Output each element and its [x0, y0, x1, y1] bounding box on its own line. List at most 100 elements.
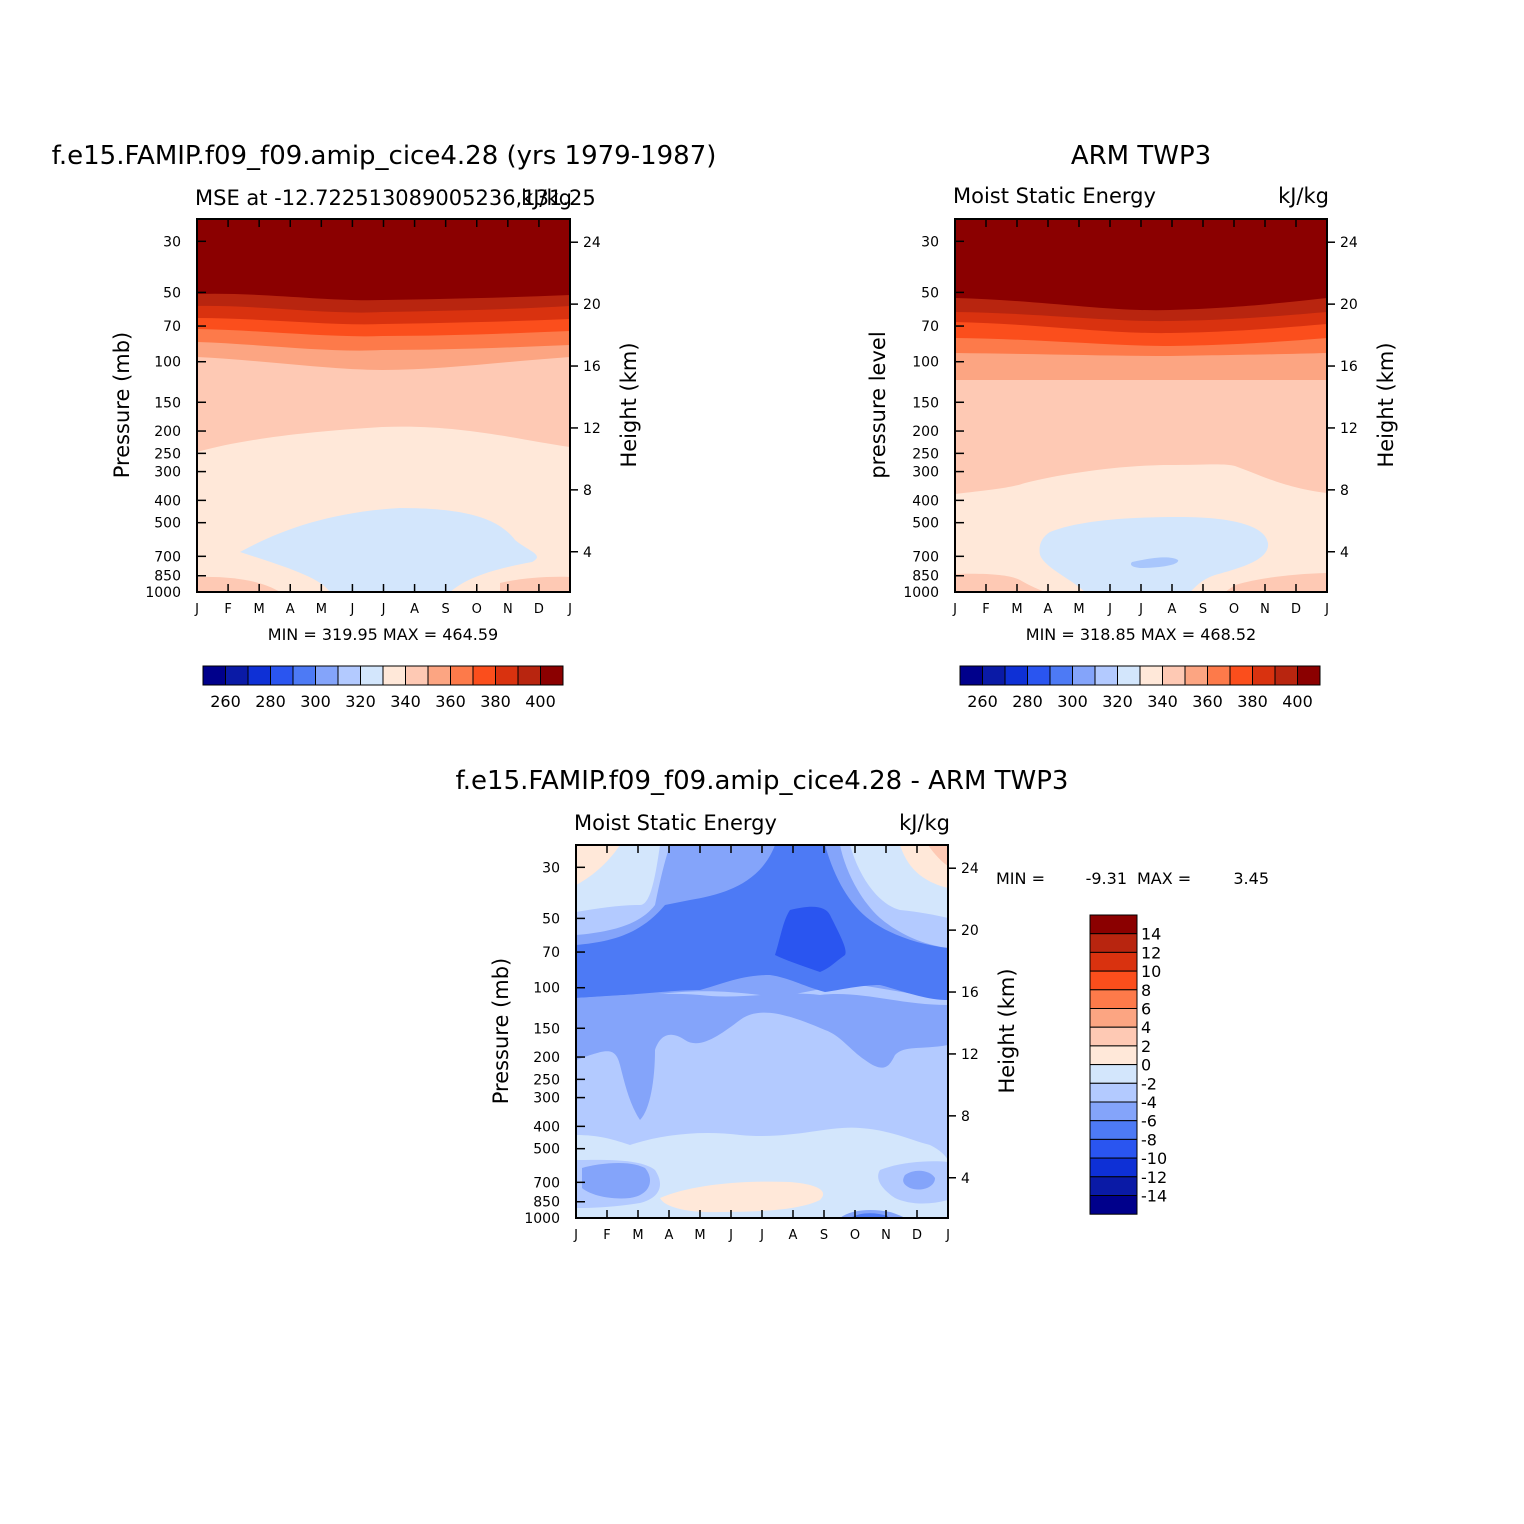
panel-diff-ylabel-right: Height (km)	[995, 968, 1019, 1093]
colorbar-label: 14	[1141, 925, 1161, 944]
colorbar-label: -10	[1141, 1149, 1167, 1168]
pressure-tick-label: 850	[533, 1195, 560, 1211]
colorbar-label: -8	[1141, 1130, 1157, 1149]
height-tick-label: 20	[961, 923, 979, 939]
colorbar-label: -6	[1141, 1112, 1157, 1131]
month-tick-label: N	[503, 602, 513, 617]
colorbar-label: 320	[1102, 692, 1133, 711]
panel-diff-units: kJ/kg	[899, 811, 950, 835]
panel-obs-subtitle: Moist Static Energy	[953, 184, 1156, 208]
pressure-tick-label: 700	[912, 549, 939, 565]
height-tick-label: 12	[961, 1047, 979, 1063]
month-tick-label: O	[850, 1228, 860, 1243]
height-tick-label: 24	[961, 861, 979, 877]
colorbar-label: 400	[1282, 692, 1313, 711]
month-tick-label: J	[349, 602, 354, 617]
colorbar-box	[270, 665, 294, 686]
height-tick-label: 12	[1340, 421, 1358, 437]
pressure-tick-label: 500	[912, 516, 939, 532]
month-tick-label: O	[1229, 602, 1239, 617]
pressure-tick-label: 850	[912, 569, 939, 585]
contour-band	[1225, 573, 1327, 592]
panel-obs-ylabel-right: Height (km)	[1374, 342, 1398, 467]
colorbar-label: 380	[1237, 692, 1268, 711]
colorbar-box	[1089, 1101, 1138, 1122]
pressure-tick-label: 850	[154, 569, 181, 585]
panel-diff: f.e15.FAMIP.f09_f09.amip_cice4.28 - ARM …	[456, 766, 1269, 1243]
colorbar-box	[1089, 1195, 1138, 1215]
panel-obs-units: kJ/kg	[1278, 184, 1329, 208]
colorbar-box	[1072, 665, 1096, 686]
panel-model-stats: MIN = 319.95 MAX = 464.59	[268, 625, 498, 644]
height-tick-label: 24	[583, 235, 601, 251]
height-tick-label: 8	[961, 1109, 970, 1125]
colorbar-label: -2	[1141, 1074, 1157, 1093]
pressure-tick-label: 500	[154, 516, 181, 532]
panel-model: f.e15.FAMIP.f09_f09.amip_cice4.28 (yrs 1…	[52, 141, 717, 711]
colorbar-label: 380	[480, 692, 511, 711]
month-tick-label: N	[881, 1228, 891, 1243]
colorbar-box	[1139, 665, 1163, 686]
month-tick-label: F	[224, 602, 231, 617]
colorbar-label: -12	[1141, 1168, 1167, 1187]
colorbar-box	[517, 665, 541, 686]
panel-obs-colorbar: 260 280 300 320 340 360 380 400	[959, 665, 1321, 711]
pressure-tick-label: 70	[542, 945, 560, 961]
colorbar-box	[1089, 1120, 1138, 1140]
colorbar-box	[225, 665, 249, 686]
colorbar-box	[405, 665, 429, 686]
colorbar-box	[1162, 665, 1186, 686]
month-tick-label: F	[982, 602, 989, 617]
colorbar-label: 10	[1141, 962, 1161, 981]
contour-band	[900, 845, 948, 888]
month-tick-label: A	[665, 1228, 674, 1243]
panel-model-units: kJ/kg	[521, 186, 572, 210]
colorbar-box	[1089, 914, 1138, 935]
colorbar-label: 0	[1141, 1056, 1151, 1075]
height-tick-label: 16	[1340, 359, 1358, 375]
panel-obs-title: ARM TWP3	[1071, 141, 1211, 171]
panel-diff-subtitle: Moist Static Energy	[574, 811, 777, 835]
month-tick-label: M	[316, 602, 327, 617]
height-tick-label: 8	[583, 483, 592, 499]
colorbar-box	[1089, 1064, 1138, 1084]
pressure-tick-label: 500	[533, 1142, 560, 1158]
colorbar-label: 280	[255, 692, 286, 711]
pressure-tick-label: 50	[542, 911, 560, 927]
height-tick-label: 4	[961, 1171, 970, 1187]
colorbar-label: 360	[1192, 692, 1223, 711]
contour-band	[775, 906, 846, 972]
month-tick-label: M	[1011, 602, 1022, 617]
colorbar-label: 320	[345, 692, 376, 711]
panel-obs-stats: MIN = 318.85 MAX = 468.52	[1026, 625, 1256, 644]
colorbar-box	[382, 665, 406, 686]
colorbar-box	[540, 665, 564, 686]
panel-diff-max-value: 3.45	[1233, 869, 1269, 888]
month-tick-label: D	[912, 1228, 922, 1243]
height-tick-label: 20	[1340, 297, 1358, 313]
pressure-tick-label: 250	[154, 446, 181, 462]
month-tick-label: J	[567, 602, 572, 617]
contour-band	[576, 845, 620, 885]
month-tick-label: A	[1168, 602, 1177, 617]
panel-diff-min-value: -9.31	[1086, 869, 1127, 888]
month-tick-label: J	[573, 1228, 578, 1243]
colorbar-label: 340	[390, 692, 421, 711]
colorbar-box	[450, 665, 474, 686]
pressure-tick-label: 150	[533, 1021, 560, 1037]
colorbar-box	[1117, 665, 1141, 686]
month-tick-label: J	[1138, 602, 1143, 617]
contour-band	[582, 1163, 650, 1199]
pressure-tick-label: 70	[163, 319, 181, 335]
height-tick-label: 4	[1340, 545, 1349, 561]
contour-band	[660, 1181, 824, 1213]
month-tick-label: O	[472, 602, 482, 617]
pressure-tick-label: 400	[533, 1119, 560, 1135]
panel-diff-title: f.e15.FAMIP.f09_f09.amip_cice4.28 - ARM …	[456, 766, 1069, 796]
contour-band	[850, 1213, 888, 1218]
height-tick-label: 24	[1340, 235, 1358, 251]
